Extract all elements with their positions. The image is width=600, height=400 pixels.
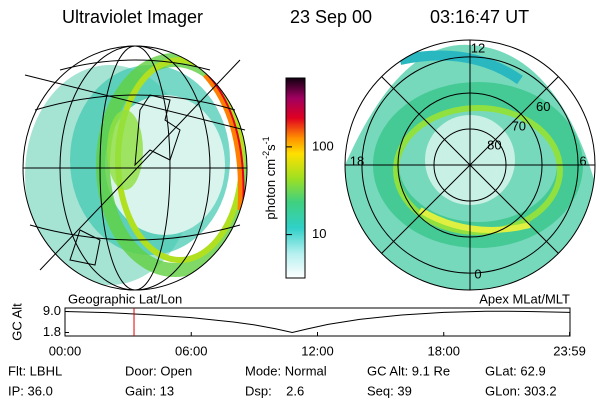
map-grid bbox=[22, 45, 248, 291]
polar-map bbox=[345, 40, 595, 290]
mlt-label: 18 bbox=[350, 153, 364, 168]
mlat-ring bbox=[397, 92, 543, 238]
map-grid bbox=[69, 94, 181, 266]
status-field: Flt: LBHL bbox=[8, 363, 62, 378]
colorbar: photon cm-2s-1 bbox=[261, 77, 306, 279]
x-tick-label: 12:00 bbox=[301, 343, 334, 358]
y-tick-label: 1.8 bbox=[43, 324, 61, 339]
status-field: IP: 36.0 bbox=[8, 383, 53, 398]
mlat-label: 60 bbox=[536, 99, 550, 114]
colorbar-tick-label: 10 bbox=[312, 226, 326, 241]
mlat-label: 70 bbox=[512, 118, 526, 133]
geographic-map bbox=[107, 110, 143, 190]
geographic-map bbox=[22, 45, 248, 291]
title: Ultraviolet Imager bbox=[62, 7, 203, 27]
status-field: Door: Open bbox=[125, 363, 192, 378]
map-grid bbox=[23, 59, 247, 241]
colorbar-tick-label: 100 bbox=[312, 138, 334, 153]
status-field: Gain: 13 bbox=[125, 383, 174, 398]
status-field: GC Alt: 9.1 Re bbox=[367, 363, 450, 378]
geographic-map bbox=[207, 74, 245, 211]
date: 23 Sep 00 bbox=[290, 7, 372, 27]
colorbar-scale bbox=[285, 77, 306, 279]
unit-exp: -1 bbox=[261, 136, 271, 144]
altitude-plot: GC Alt 9.0 1.8 00:00 06:00 12:00 18:00 23:59 bbox=[9, 303, 585, 359]
polar-map bbox=[418, 207, 531, 233]
status-field: GLat: 62.9 bbox=[485, 363, 546, 378]
geographic-map bbox=[203, 73, 244, 211]
plot-frame bbox=[64, 307, 571, 337]
status-field: Seq: 39 bbox=[367, 383, 412, 398]
x-tick-label: 00:00 bbox=[49, 343, 82, 358]
mlat-ring bbox=[361, 56, 579, 274]
x-tick-label: 18:00 bbox=[427, 343, 460, 358]
status-field: Dsp: 2.6 bbox=[245, 383, 304, 398]
mlat-ring bbox=[433, 128, 507, 202]
unit: photon cm bbox=[263, 159, 278, 220]
altitude-line bbox=[64, 310, 570, 334]
y-tick-label: 9.0 bbox=[43, 303, 61, 318]
x-tick-label: 06:00 bbox=[175, 343, 208, 358]
status-field: Mode: Normal bbox=[245, 363, 327, 378]
left-caption: Geographic Lat/Lon bbox=[68, 291, 182, 306]
map-grid bbox=[24, 59, 246, 271]
mlt-label: 12 bbox=[471, 40, 485, 55]
unit-exp: -2 bbox=[261, 151, 271, 159]
unit: s bbox=[263, 144, 278, 151]
colorbar-label: photon cm-2s-1 bbox=[261, 136, 278, 219]
status-field: GLon: 303.2 bbox=[485, 383, 557, 398]
right-caption: Apex MLat/MLT bbox=[479, 291, 570, 306]
mlt-label: 0 bbox=[474, 266, 481, 281]
mlt-meridians bbox=[345, 40, 595, 290]
mlt-label: 6 bbox=[579, 153, 586, 168]
time: 03:16:47 UT bbox=[430, 7, 529, 27]
mlat-label: 80 bbox=[487, 137, 501, 152]
y-axis-label: GC Alt bbox=[9, 303, 24, 341]
polar-map bbox=[344, 39, 596, 291]
x-tick-label: 23:59 bbox=[553, 343, 586, 358]
